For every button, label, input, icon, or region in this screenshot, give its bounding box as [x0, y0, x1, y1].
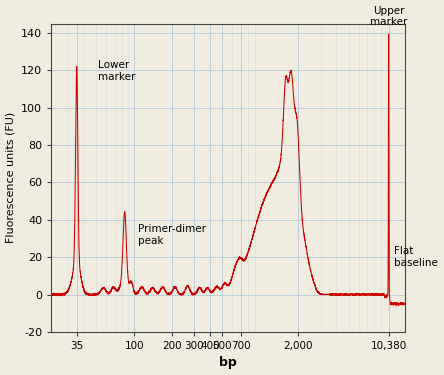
X-axis label: bp: bp — [219, 357, 237, 369]
Text: Flat
baseline: Flat baseline — [394, 246, 438, 268]
Text: Primer-dimer
peak: Primer-dimer peak — [139, 224, 206, 246]
Text: Upper
marker: Upper marker — [370, 6, 407, 27]
Y-axis label: Fluorescence units (FU): Fluorescence units (FU) — [6, 112, 16, 243]
Text: Lower
marker: Lower marker — [99, 60, 136, 81]
